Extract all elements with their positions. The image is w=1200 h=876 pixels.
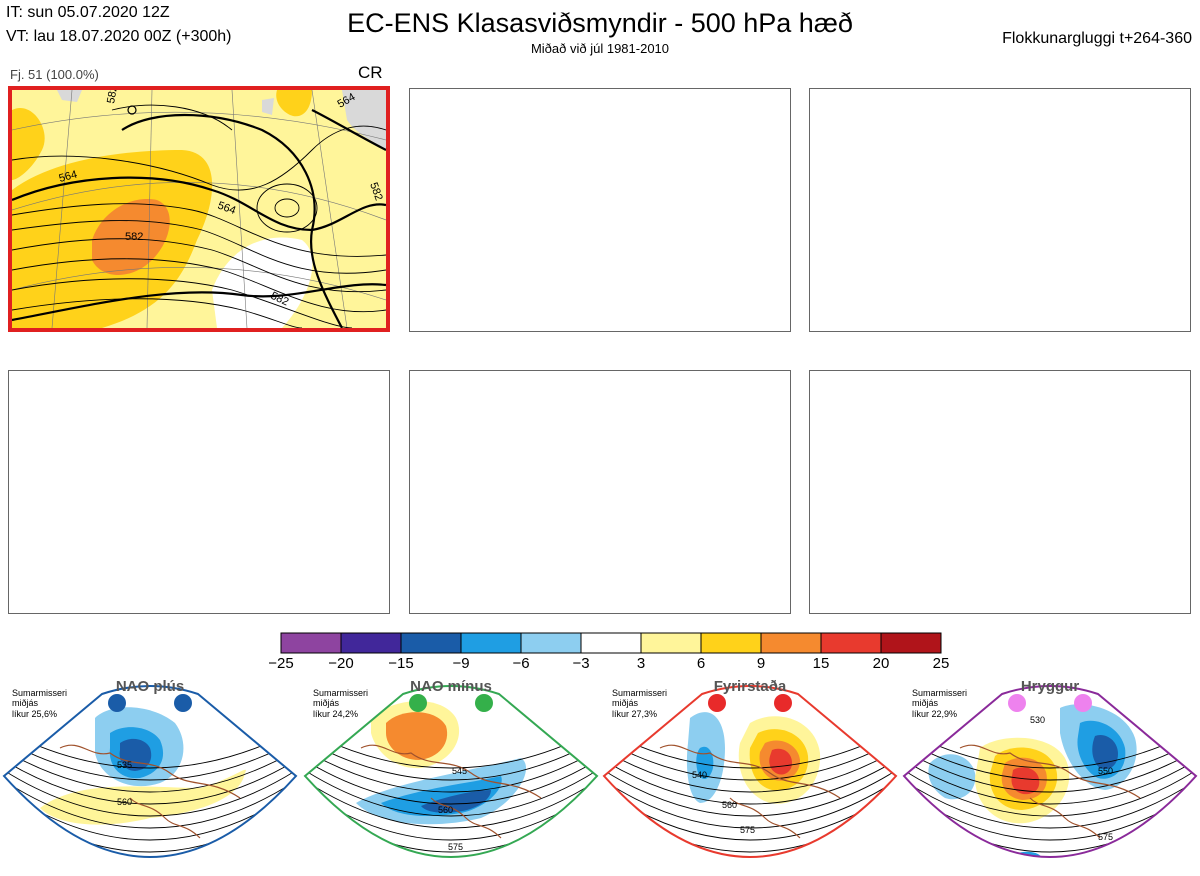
anomaly-colorbar bbox=[280, 632, 944, 659]
regime-probability: líkur 25,6% bbox=[12, 709, 58, 719]
cluster-map-3[interactable] bbox=[809, 88, 1191, 332]
regime-probability: líkur 22,9% bbox=[912, 709, 958, 719]
regime-contour-label: 545 bbox=[452, 766, 467, 776]
colorbar-swatch bbox=[640, 632, 702, 654]
colorbar-tick-label: 9 bbox=[756, 655, 766, 672]
anomaly-area bbox=[421, 790, 491, 813]
regime-name: Hryggur bbox=[1020, 678, 1080, 695]
colorbar-tick-label: 3 bbox=[636, 655, 646, 672]
regime-map-nao-plus: 535 560 bbox=[2, 685, 298, 858]
anomaly-area bbox=[1092, 734, 1118, 770]
regime-dot bbox=[409, 694, 427, 712]
anomaly-area bbox=[1011, 767, 1040, 795]
regime-season: Sumarmisseri miðjás bbox=[612, 688, 668, 708]
colorbar-tick-label: 20 bbox=[872, 655, 890, 672]
regime-season: Sumarmisseri miðjás bbox=[313, 688, 369, 708]
regime-dot bbox=[475, 694, 493, 712]
regime-contour-label: 575 bbox=[1098, 832, 1113, 842]
regime-probability: líkur 27,3% bbox=[612, 709, 658, 719]
member-count-label: Fj. 51 (100.0%) bbox=[10, 67, 99, 82]
regime-season: Sumarmisseri miðjás bbox=[912, 688, 968, 708]
colorbar-tick-label: 15 bbox=[812, 655, 830, 672]
colorbar-swatch bbox=[580, 632, 642, 654]
regime-name: Fyrirstaða bbox=[713, 678, 787, 695]
colorbar-tick-label: −6 bbox=[512, 655, 530, 672]
colorbar-swatch bbox=[520, 632, 582, 654]
anomaly-area bbox=[696, 746, 714, 780]
regime-dot bbox=[1074, 694, 1092, 712]
contour-label: 582 bbox=[105, 90, 120, 105]
colorbar-swatch bbox=[460, 632, 522, 654]
regime-contour-label: 560 bbox=[722, 800, 737, 810]
regime-map-nao-minus: 545 560 575 bbox=[303, 685, 599, 858]
regime-dot bbox=[708, 694, 726, 712]
cluster-map-5[interactable] bbox=[409, 370, 791, 614]
colorbar-tick-label: −9 bbox=[452, 655, 470, 672]
regime-nao-minus[interactable]: 545 560 575 NAO mínus Sumarmisseri miðjás … bbox=[301, 678, 601, 871]
colorbar-tick-label: 25 bbox=[932, 655, 950, 672]
cluster-map-6[interactable] bbox=[809, 370, 1191, 614]
colorbar-svg bbox=[280, 632, 942, 654]
cluster-map-1-svg: 564 564 564 582 582 582 582 bbox=[12, 90, 386, 328]
colorbar-swatch bbox=[880, 632, 942, 654]
colorbar-tick-label: −25 bbox=[268, 655, 294, 672]
regime-contour-label: 560 bbox=[117, 797, 132, 807]
colorbar-swatch bbox=[700, 632, 762, 654]
regime-contour-label: 540 bbox=[692, 770, 707, 780]
regime-code-label: CR bbox=[358, 63, 383, 82]
regime-ridge[interactable]: 530 550 575 Hryggur Sumarmisseri miðjás lí… bbox=[900, 678, 1200, 871]
colorbar-tick-label: −3 bbox=[572, 655, 590, 672]
regime-dot bbox=[174, 694, 192, 712]
regime-season: Sumarmisseri miðjás bbox=[12, 688, 68, 708]
regime-map-blocking: 540 560 575 bbox=[602, 685, 898, 858]
regime-dot bbox=[774, 694, 792, 712]
regime-contour-label: 560 bbox=[438, 805, 453, 815]
contour-label: 564 bbox=[58, 169, 79, 185]
anomaly-area bbox=[928, 754, 976, 800]
contour-label: 564 bbox=[216, 200, 237, 218]
regime-probability: líkur 24,2% bbox=[313, 709, 359, 719]
init-time: IT: sun 05.07.2020 12Z bbox=[6, 4, 170, 21]
colorbar-tick-label: −15 bbox=[388, 655, 414, 672]
regime-contour-label: 575 bbox=[740, 825, 755, 835]
colorbar-tick-label: −20 bbox=[328, 655, 354, 672]
regime-dot bbox=[108, 694, 126, 712]
colorbar-swatch bbox=[340, 632, 402, 654]
page-title: EC-ENS Klasasviðsmyndir - 500 hPa hæð bbox=[347, 8, 853, 38]
colorbar-swatch bbox=[760, 632, 822, 654]
cluster-map-1[interactable]: 564 564 564 582 582 582 582 bbox=[8, 86, 390, 332]
contour-label: 582 bbox=[125, 231, 143, 243]
regime-contour-label: 530 bbox=[1030, 715, 1045, 725]
anomaly-area bbox=[386, 712, 448, 760]
regime-contour-label: 535 bbox=[117, 760, 132, 770]
cluster-map-4[interactable] bbox=[8, 370, 390, 614]
colorbar-swatch bbox=[400, 632, 462, 654]
regime-nao-plus[interactable]: 535 560 NAO plús Sumarmisseri miðjás líku… bbox=[0, 678, 300, 871]
colorbar-tick-label: 6 bbox=[696, 655, 706, 672]
regime-blocking[interactable]: 540 560 575 Fyrirstaða Sumarmisseri miðjás… bbox=[600, 678, 900, 871]
contour-label: 582 bbox=[367, 181, 385, 202]
cluster-map-2[interactable] bbox=[409, 88, 791, 332]
regime-contour-label: 575 bbox=[448, 842, 463, 852]
anomaly-area bbox=[40, 769, 246, 825]
regime-dot bbox=[1008, 694, 1026, 712]
colorbar-swatch bbox=[820, 632, 882, 654]
regime-name: NAO mínus bbox=[410, 678, 492, 695]
valid-time: VT: lau 18.07.2020 00Z (+300h) bbox=[6, 28, 232, 45]
regime-contour-label: 550 bbox=[1098, 766, 1113, 776]
classification-window: Flokkunargluggi t+264-360 bbox=[1002, 30, 1192, 47]
page-subtitle: Miðað við júl 1981-2010 bbox=[530, 41, 670, 56]
regime-map-ridge: 530 550 575 bbox=[902, 685, 1198, 858]
regime-name: NAO plús bbox=[115, 678, 185, 695]
colorbar-swatch bbox=[280, 632, 342, 654]
anomaly-area bbox=[769, 748, 792, 775]
